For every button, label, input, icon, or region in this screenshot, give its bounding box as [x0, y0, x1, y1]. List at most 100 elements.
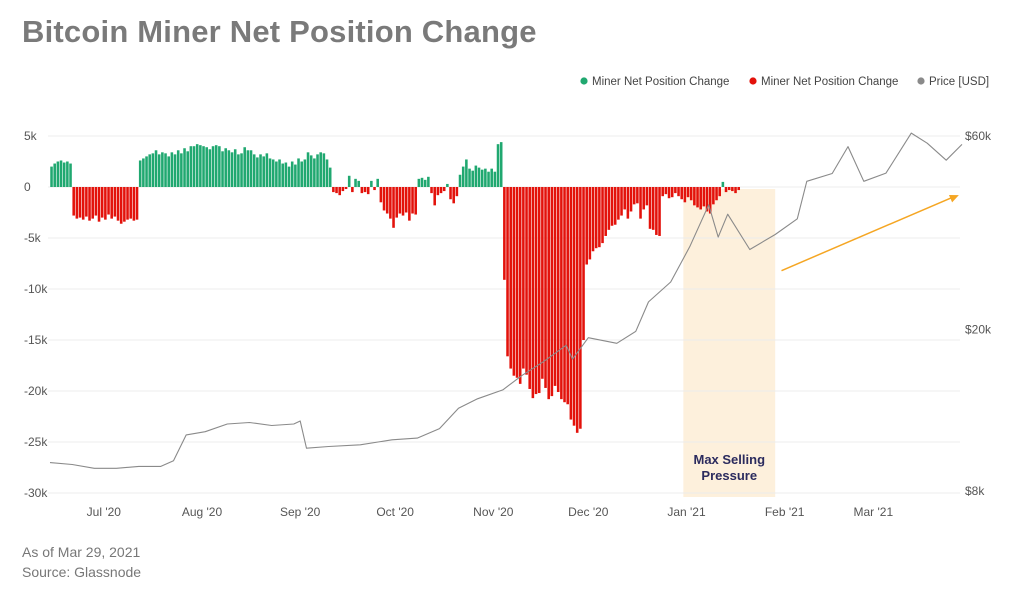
bar-negative	[680, 187, 683, 200]
bar-negative	[594, 187, 598, 249]
bar-positive	[243, 147, 246, 187]
trend-arrow-line	[781, 196, 954, 272]
bar-negative	[579, 187, 582, 429]
bar-positive	[322, 153, 326, 187]
bar-positive	[354, 178, 357, 187]
bar-negative	[607, 187, 611, 230]
bar-negative	[522, 187, 525, 369]
bar-negative	[518, 187, 522, 384]
bar-negative	[547, 187, 550, 400]
bar-positive	[202, 146, 205, 187]
bar-negative	[623, 187, 626, 210]
bar-negative	[556, 187, 560, 393]
bar-negative	[598, 187, 601, 248]
x-tick-label: Sep '20	[280, 505, 321, 519]
bar-positive	[316, 154, 319, 187]
bar-negative	[442, 187, 446, 192]
bar-negative	[88, 187, 91, 221]
bar-negative	[129, 187, 132, 219]
bar-negative	[414, 187, 417, 215]
bar-negative	[81, 187, 85, 220]
bar-positive	[218, 146, 221, 187]
bar-negative	[379, 187, 383, 203]
bar-positive	[417, 178, 421, 187]
bar-positive	[233, 149, 237, 187]
y-left-tick-label: -30k	[24, 486, 48, 500]
y-right-tick-label: $20k	[965, 323, 992, 337]
bar-negative	[404, 187, 408, 213]
bar-positive	[66, 161, 69, 187]
bar-negative	[104, 187, 107, 220]
bar-negative	[655, 187, 658, 235]
bar-positive	[493, 171, 497, 187]
y-left-tick-label: -20k	[24, 384, 48, 398]
bar-negative	[449, 187, 452, 200]
bar-negative	[335, 187, 338, 194]
bar-negative	[373, 187, 376, 191]
bar-negative	[332, 187, 335, 193]
x-tick-label: Aug '20	[182, 505, 223, 519]
bar-negative	[344, 187, 348, 190]
bar-negative	[601, 187, 604, 244]
bar-positive	[306, 152, 310, 187]
bar-positive	[170, 152, 174, 187]
bar-positive	[246, 150, 250, 187]
bar-negative	[683, 187, 687, 203]
bar-negative	[626, 187, 630, 219]
bar-negative	[100, 187, 104, 218]
bar-negative	[94, 187, 98, 216]
bar-negative	[85, 187, 88, 217]
bar-negative	[119, 187, 123, 224]
bar-negative	[636, 187, 639, 204]
bar-negative	[123, 187, 126, 222]
legend-label: Price [USD]	[929, 76, 989, 88]
bar-positive	[205, 147, 208, 187]
bar-negative	[553, 187, 557, 386]
bar-negative	[610, 187, 614, 226]
bar-negative	[591, 187, 595, 252]
source-label: Source: Glassnode	[22, 564, 142, 580]
bar-negative	[670, 187, 674, 198]
bar-positive	[256, 157, 259, 187]
bar-positive	[487, 171, 490, 187]
bar-negative	[512, 187, 516, 376]
bar-positive	[186, 151, 189, 187]
y-left-tick-label: -5k	[24, 231, 42, 245]
max-selling-shade	[683, 189, 776, 497]
bar-positive	[259, 154, 262, 187]
bar-positive	[180, 153, 183, 187]
bar-negative	[411, 187, 414, 214]
bar-positive	[480, 169, 484, 187]
bar-positive	[151, 153, 155, 187]
bar-negative	[503, 187, 506, 280]
bar-negative	[97, 187, 101, 222]
bar-positive	[468, 168, 471, 187]
bar-positive	[297, 158, 300, 187]
bar-negative	[366, 187, 370, 195]
bar-positive	[290, 161, 294, 187]
bar-negative	[715, 187, 718, 201]
bar-negative	[135, 187, 139, 220]
bar-negative	[712, 187, 715, 205]
x-tick-label: Oct '20	[376, 505, 414, 519]
right-axis-ticks: $60k $20k $8k	[965, 129, 992, 498]
bar-negative	[648, 187, 652, 229]
bar-positive	[195, 144, 199, 187]
bar-positive	[357, 180, 360, 187]
bar-negative	[537, 187, 541, 394]
bar-negative	[91, 187, 94, 219]
bar-negative	[452, 187, 455, 204]
bar-positive	[221, 151, 224, 187]
bar-negative	[341, 187, 345, 192]
legend-marker	[749, 77, 757, 85]
bar-positive	[183, 148, 186, 187]
bar-negative	[107, 187, 110, 215]
bar-positive	[192, 146, 196, 187]
y-right-tick-label: $8k	[965, 484, 985, 498]
bar-positive	[275, 161, 278, 187]
bar-negative	[455, 187, 459, 197]
bar-positive	[208, 149, 212, 187]
trend-arrow-layer	[781, 195, 959, 272]
legend-label: Miner Net Position Change	[761, 76, 898, 88]
bar-negative	[674, 187, 677, 194]
